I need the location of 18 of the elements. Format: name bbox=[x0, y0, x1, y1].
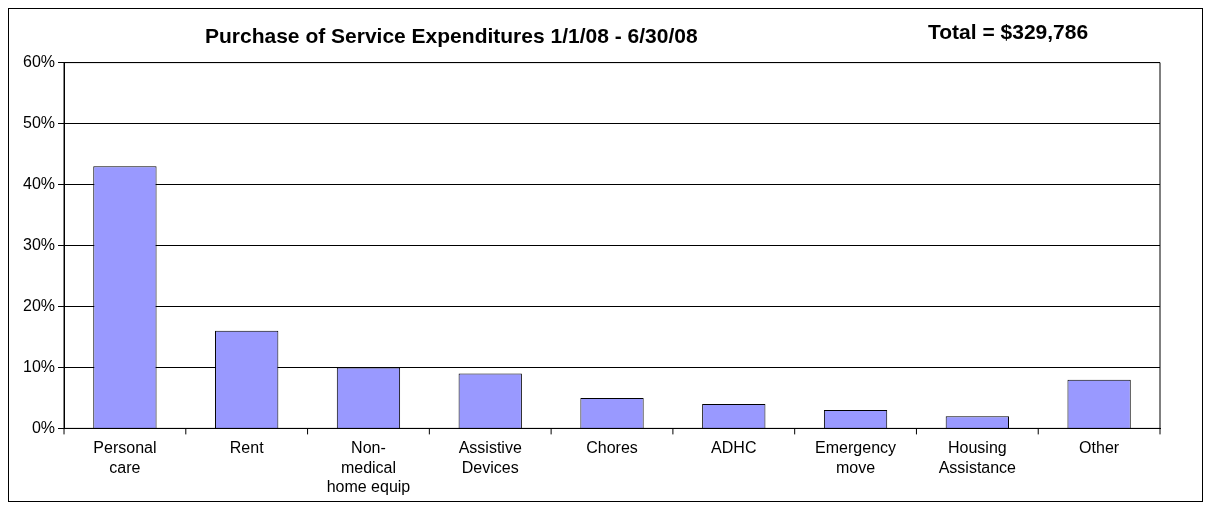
x-tick-label: Housing Assistance bbox=[938, 439, 1017, 476]
x-tick-label: Assistive Devices bbox=[458, 439, 522, 476]
y-tick-label: 60% bbox=[22, 53, 56, 71]
y-tick-label: 50% bbox=[22, 113, 56, 131]
x-tick-label: Emergency move bbox=[815, 439, 897, 476]
text: Total = $329,786 bbox=[928, 20, 1089, 44]
x-tick-label: ADHC bbox=[711, 439, 757, 457]
x-tick-label: Other bbox=[1079, 439, 1120, 457]
y-tick-label: 0% bbox=[31, 418, 56, 436]
y-tick-label: 20% bbox=[22, 296, 56, 314]
y-tick-label: 40% bbox=[22, 174, 56, 192]
x-tick-label: Personal care bbox=[93, 439, 157, 476]
x-tick-label: Chores bbox=[586, 439, 638, 457]
y-tick-label: 30% bbox=[22, 235, 56, 253]
chart-title: Purchase of Service Expenditures 1/1/08 - 6/30/08 bbox=[205, 24, 698, 48]
y-tick-label: 10% bbox=[22, 357, 56, 375]
x-tick-label: Rent bbox=[229, 439, 265, 457]
x-tick-label: Non-medical home equip bbox=[326, 439, 411, 495]
